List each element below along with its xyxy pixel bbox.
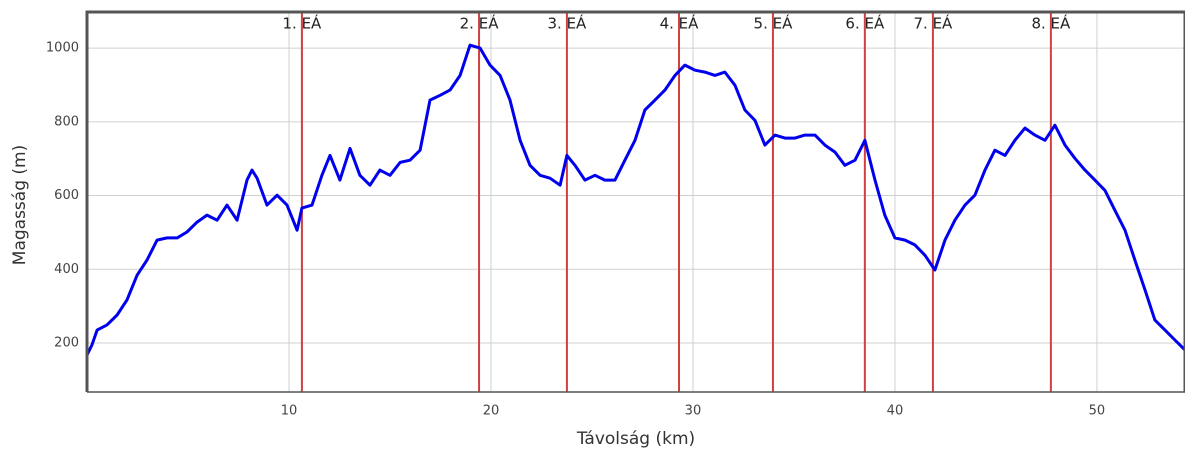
y-tick-label: 800 bbox=[54, 114, 79, 129]
x-tick-label: 30 bbox=[685, 404, 702, 419]
plot-frame bbox=[85, 10, 1185, 392]
x-axis-title: Távolság (km) bbox=[576, 429, 695, 449]
y-tick-label: 600 bbox=[54, 188, 79, 203]
checkpoint-label: 8. EÁ bbox=[1031, 14, 1071, 33]
x-tick-label: 10 bbox=[281, 404, 298, 419]
elevation-line bbox=[85, 43, 1185, 356]
y-tick-label: 1000 bbox=[46, 41, 79, 56]
checkpoint-label: 6. EÁ bbox=[845, 14, 885, 33]
y-tick-label: 400 bbox=[54, 262, 79, 277]
x-tick-label: 50 bbox=[1089, 404, 1106, 419]
checkpoint-label: 2. EÁ bbox=[460, 14, 500, 33]
y-axis-title: Magasság (m) bbox=[10, 145, 30, 265]
checkpoint-label: 5. EÁ bbox=[754, 14, 794, 33]
y-tick-label: 200 bbox=[54, 335, 79, 350]
x-tick-label: 20 bbox=[483, 404, 500, 419]
x-tick-label: 40 bbox=[887, 404, 904, 419]
checkpoint-label: 4. EÁ bbox=[660, 14, 700, 33]
checkpoint-label: 1. EÁ bbox=[282, 14, 322, 33]
checkpoint-label: 7. EÁ bbox=[914, 14, 954, 33]
checkpoint-label: 3. EÁ bbox=[548, 14, 588, 33]
